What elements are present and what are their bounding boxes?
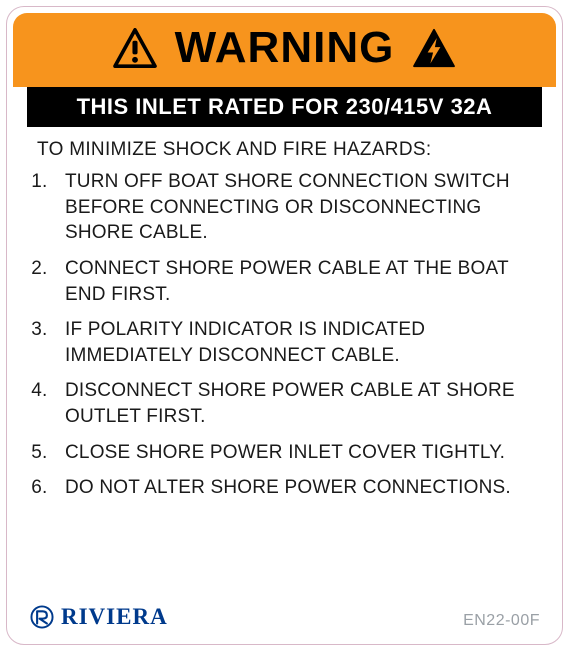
part-number: EN22-00F — [463, 612, 540, 630]
brand-name: RIVIERA — [61, 604, 168, 630]
inner-panel: WARNING THIS INLET RATED FOR 230/415V 32… — [13, 13, 556, 638]
list-item: DO NOT ALTER SHORE POWER CONNECTIONS. — [53, 475, 532, 501]
warning-banner: WARNING — [13, 13, 556, 87]
list-item: DISCONNECT SHORE POWER CABLE AT SHORE OU… — [53, 378, 532, 429]
warning-word: WARNING — [175, 23, 395, 73]
riviera-logo-icon — [29, 604, 55, 630]
list-item: CLOSE SHORE POWER INLET COVER TIGHTLY. — [53, 440, 532, 466]
list-item: TURN OFF BOAT SHORE CONNECTION SWITCH BE… — [53, 169, 532, 246]
warning-label-card: WARNING THIS INLET RATED FOR 230/415V 32… — [6, 6, 563, 645]
footer: RIVIERA EN22-00F — [29, 604, 540, 630]
list-item: IF POLARITY INDICATOR IS INDICATED IMMED… — [53, 317, 532, 368]
instruction-list: TURN OFF BOAT SHORE CONNECTION SWITCH BE… — [53, 169, 532, 511]
warning-triangle-lightning-icon — [412, 28, 456, 68]
brand: RIVIERA — [29, 604, 168, 630]
warning-triangle-exclaim-icon — [113, 28, 157, 68]
hazard-subtitle: TO MINIMIZE SHOCK AND FIRE HAZARDS: — [37, 139, 538, 161]
rating-bar: THIS INLET RATED FOR 230/415V 32A — [27, 87, 542, 127]
list-item: CONNECT SHORE POWER CABLE AT THE BOAT EN… — [53, 256, 532, 307]
